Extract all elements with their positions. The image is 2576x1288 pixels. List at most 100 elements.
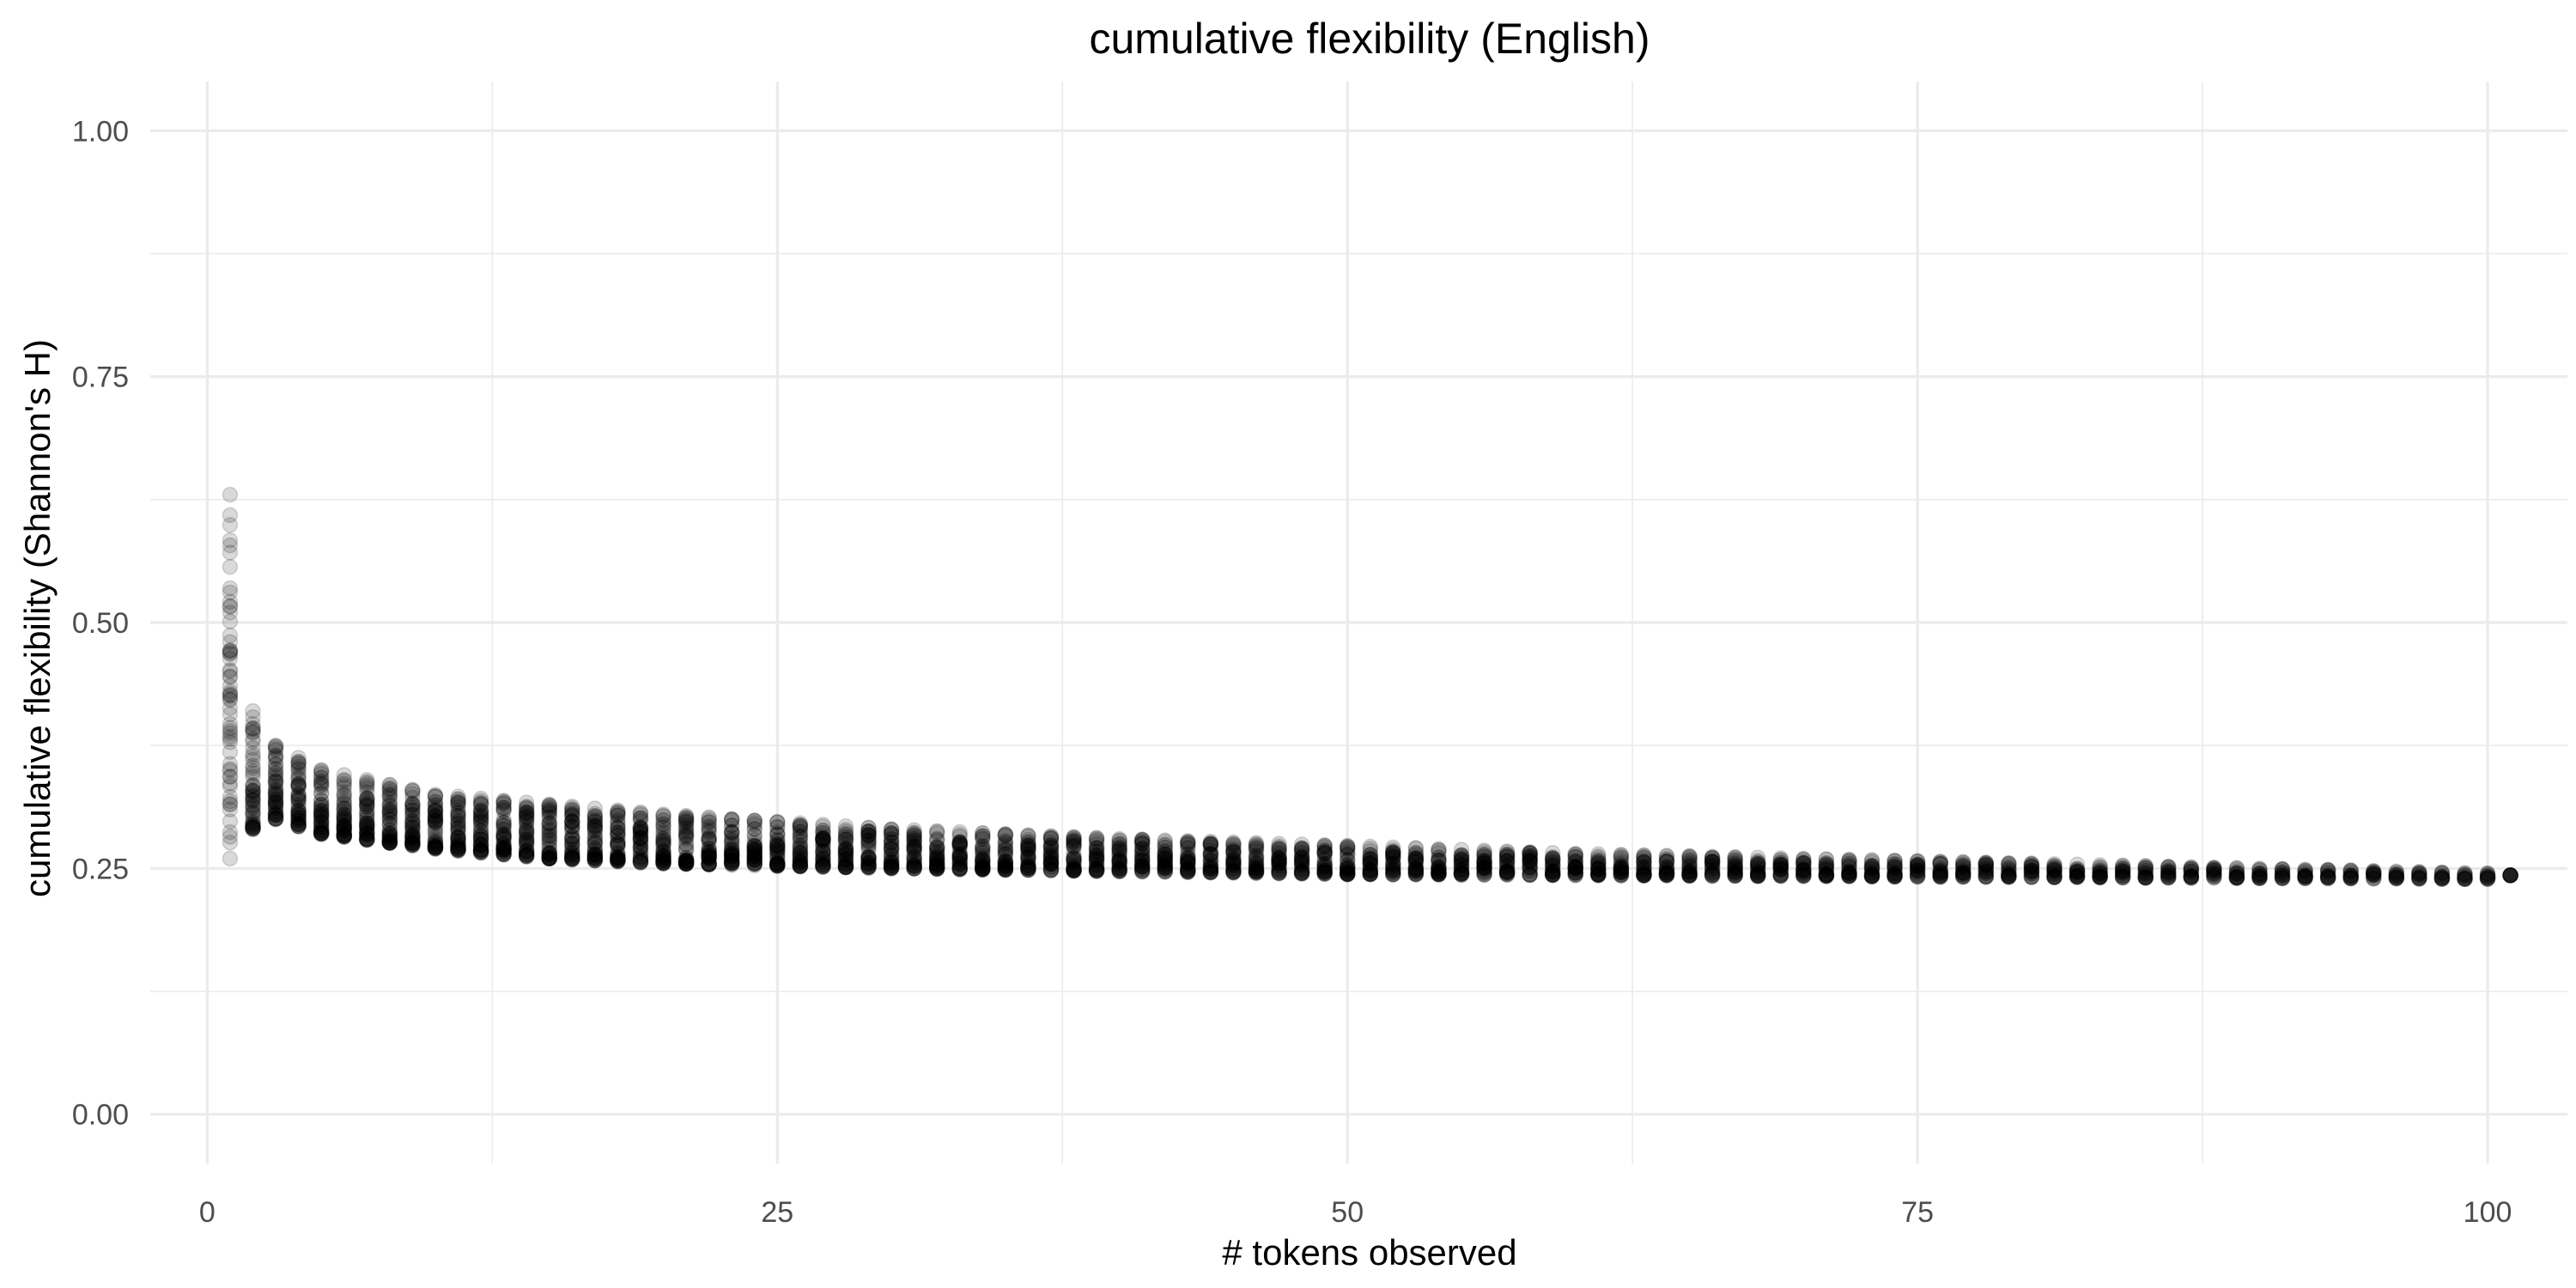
scatter-point: [495, 817, 512, 835]
scatter-point: [677, 842, 695, 859]
scatter-point: [472, 805, 489, 822]
scatter-point: [655, 829, 671, 847]
scatter-point: [336, 818, 352, 835]
scatter-point: [472, 826, 489, 843]
scatter-point: [883, 854, 900, 872]
scatter-point: [381, 799, 398, 815]
scatter-point: [564, 835, 580, 851]
scatter-point: [359, 793, 375, 810]
scatter-point: [541, 847, 557, 863]
scatter-point: [2342, 863, 2359, 880]
scatter-point: [655, 833, 671, 849]
scatter-point: [404, 835, 421, 851]
scatter-point: [472, 802, 489, 818]
scatter-point: [564, 851, 580, 867]
scatter-point: [359, 817, 375, 835]
scatter-point: [450, 829, 466, 845]
scatter-point: [541, 816, 557, 833]
scatter-point: [518, 806, 535, 823]
scatter-point: [290, 756, 307, 772]
scatter-point: [404, 825, 421, 842]
scatter-point: [1407, 866, 1425, 882]
scatter-point: [586, 819, 604, 835]
scatter-point: [610, 827, 626, 843]
scatter-point: [245, 817, 261, 834]
scatter-point: [450, 824, 466, 841]
scatter-point: [472, 813, 489, 829]
scatter-point: [245, 725, 261, 741]
scatter-point: [610, 852, 626, 868]
scatter-point: [381, 805, 398, 822]
scatter-point: [404, 818, 421, 835]
scatter-point: [472, 842, 489, 860]
scatter-point: [313, 826, 330, 842]
scatter-point: [222, 605, 239, 621]
scatter-point: [427, 811, 444, 828]
scatter-point: [632, 853, 649, 870]
scatter-point: [267, 742, 284, 758]
scatter-point: [404, 806, 421, 823]
scatter-point: [632, 825, 649, 841]
scatter-point: [245, 821, 261, 837]
scatter-point: [359, 830, 375, 848]
scatter-point: [655, 808, 671, 824]
scatter-point: [381, 829, 398, 846]
scatter-point: [450, 842, 466, 859]
scatter-point: [381, 808, 398, 825]
scatter-point: [245, 724, 261, 740]
scatter-point: [541, 830, 557, 847]
scatter-point: [518, 822, 535, 838]
scatter-point: [1749, 867, 1766, 884]
scatter-point: [267, 786, 284, 802]
scatter-point: [245, 805, 261, 822]
scatter-point: [655, 818, 671, 835]
scatter-point: [222, 683, 239, 700]
scatter-point: [313, 823, 330, 839]
scatter-point: [381, 833, 398, 850]
scatter-point: [450, 841, 466, 857]
scatter-point: [1066, 833, 1082, 850]
scatter-point: [450, 839, 466, 855]
scatter-point: [472, 794, 489, 811]
scatter-point: [472, 829, 489, 847]
scatter-point: [427, 838, 444, 855]
scatter-point: [267, 773, 284, 790]
scatter-point: [381, 824, 398, 841]
scatter-point: [1544, 863, 1561, 880]
scatter-point: [586, 846, 604, 863]
scatter-point: [222, 598, 239, 615]
scatter-point: [655, 835, 671, 852]
scatter-point: [495, 846, 512, 862]
scatter-point: [290, 777, 307, 793]
x-tick-label: 25: [761, 1196, 793, 1229]
scatter-point: [450, 829, 466, 845]
scatter-point: [495, 793, 512, 810]
y-tick-label: 0.25: [72, 853, 129, 885]
scatter-point: [586, 818, 604, 835]
scatter-point: [518, 848, 535, 865]
scatter-point: [564, 829, 580, 846]
scatter-point: [472, 835, 489, 853]
scatter-point: [359, 828, 375, 845]
scatter-point: [610, 806, 626, 823]
scatter-point: [336, 819, 352, 835]
scatter-point: [404, 835, 421, 851]
scatter-point: [632, 825, 649, 841]
scatter-point: [336, 807, 352, 823]
y-axis-title: cumulative flexibility (Shannon's H): [17, 339, 58, 897]
scatter-point: [222, 734, 239, 750]
scatter-point: [359, 817, 375, 834]
scatter-point: [1431, 863, 1447, 880]
scatter-point: [450, 829, 466, 846]
scatter-point: [290, 760, 307, 777]
scatter-point: [313, 816, 330, 833]
scatter-point: [336, 793, 352, 810]
scatter-point: [450, 797, 466, 813]
scatter-point: [472, 841, 489, 858]
scatter-point: [222, 690, 239, 708]
scatter-point: [245, 791, 261, 808]
scatter-point: [1590, 861, 1607, 878]
scatter-point: [313, 814, 330, 830]
scatter-point: [381, 832, 398, 849]
scatter-point: [655, 843, 671, 860]
